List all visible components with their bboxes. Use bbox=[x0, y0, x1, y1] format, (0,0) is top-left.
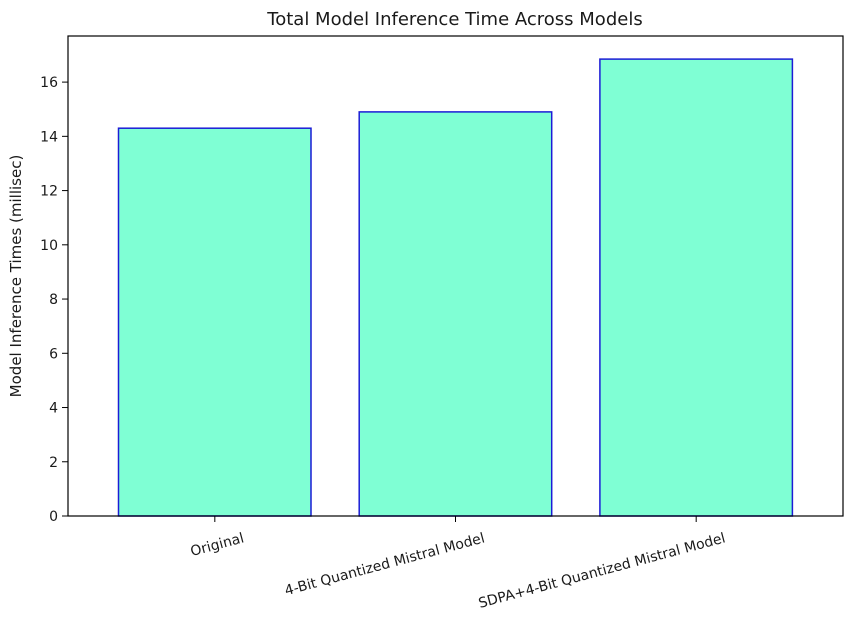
y-tick-label: 0 bbox=[49, 509, 58, 525]
bar-0 bbox=[117, 127, 312, 517]
y-tick-label: 4 bbox=[49, 401, 58, 417]
y-tick-label: 16 bbox=[40, 75, 58, 91]
y-tick-label: 8 bbox=[49, 292, 58, 308]
bar-2 bbox=[599, 58, 794, 517]
y-tick-label: 14 bbox=[40, 129, 58, 145]
chart-title: Total Model Inference Time Across Models bbox=[266, 9, 642, 30]
y-axis-label: Model Inference Times (millisec) bbox=[7, 155, 25, 398]
y-tick-label: 12 bbox=[40, 184, 58, 200]
y-tick-label: 10 bbox=[40, 238, 58, 254]
y-tick-label: 6 bbox=[49, 346, 58, 362]
y-tick-label: 2 bbox=[49, 455, 58, 471]
bar-1 bbox=[358, 111, 553, 517]
x-tick-label: SDPA+4-Bit Quantized Mistral Model bbox=[477, 530, 727, 611]
plot-area: Original 4-Bit Quantized Mistral ModelSDP… bbox=[40, 35, 844, 612]
axes-frame bbox=[67, 35, 844, 517]
x-tick-label: 4-Bit Quantized Mistral Model bbox=[283, 530, 486, 599]
x-tick-label: Original bbox=[189, 530, 246, 560]
